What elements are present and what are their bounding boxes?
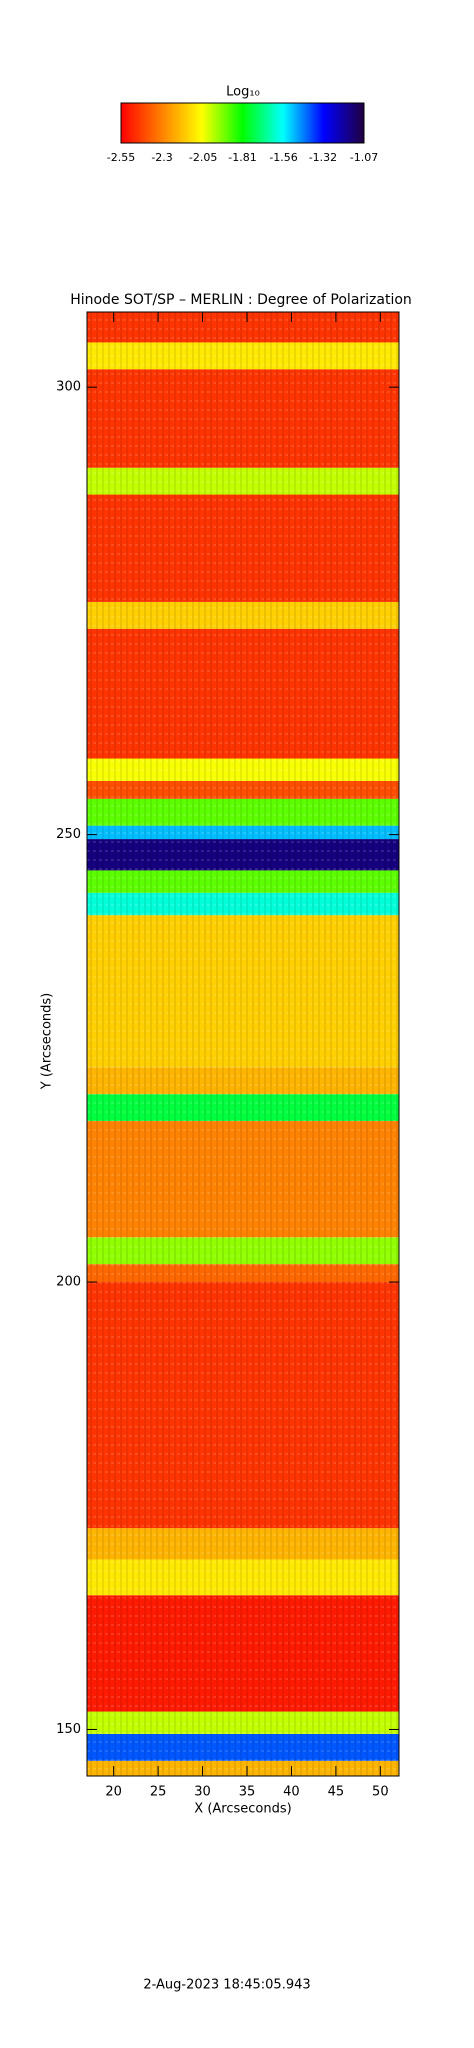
y-axis-label: Y (Arcseconds) xyxy=(40,993,55,1090)
x-tick-label: 20 xyxy=(105,1785,122,1800)
colorbar-tick-label: -1.07 xyxy=(350,151,378,164)
chart-title: Hinode SOT/SP – MERLIN : Degree of Polar… xyxy=(70,292,412,308)
plot-frame xyxy=(86,311,400,1777)
colorbar-tick-label: -2.05 xyxy=(189,151,217,164)
footer-date: 2-Aug-2023 18:45:05.943 xyxy=(143,1978,310,1993)
colorbar-title: Log₁₀ xyxy=(226,85,260,100)
texture xyxy=(87,312,399,1776)
y-tick-label: 150 xyxy=(56,1722,81,1737)
x-axis-label: X (Arcseconds) xyxy=(194,1802,291,1817)
x-tick-label: 40 xyxy=(283,1785,300,1800)
colorbar-tick-label: -1.32 xyxy=(309,151,337,164)
colorbar-tick-label: -2.55 xyxy=(107,151,135,164)
y-tick-label: 250 xyxy=(56,827,81,842)
colorbar-tick-label: -1.81 xyxy=(228,151,256,164)
x-tick-label: 25 xyxy=(150,1785,167,1800)
x-tick-label: 30 xyxy=(194,1785,211,1800)
x-tick-label: 35 xyxy=(239,1785,256,1800)
colorbar-tick-label: -1.56 xyxy=(269,151,297,164)
x-tick-label: 50 xyxy=(372,1785,389,1800)
colorbar xyxy=(120,102,365,144)
colorbar-tick-label: -2.3 xyxy=(151,151,172,164)
y-tick-label: 200 xyxy=(56,1275,81,1290)
x-tick-label: 45 xyxy=(328,1785,345,1800)
y-tick-label: 300 xyxy=(56,380,81,395)
